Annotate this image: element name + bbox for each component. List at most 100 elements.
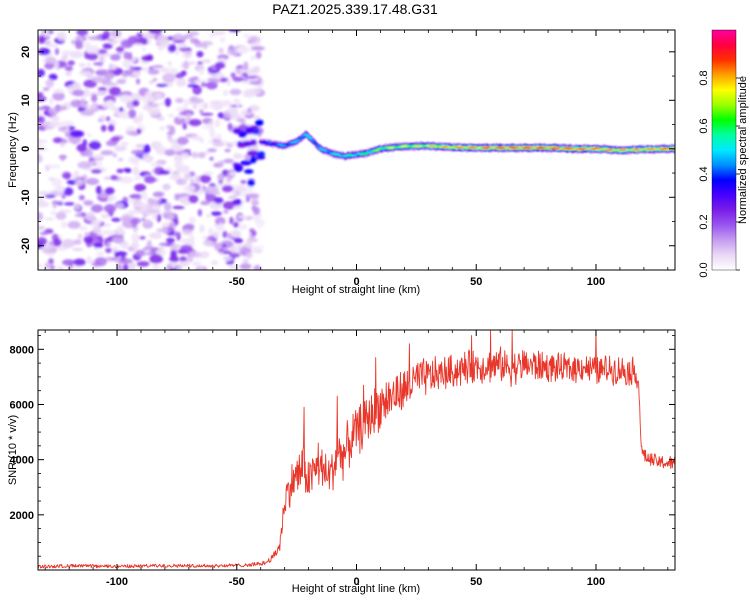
spectrogram-noise-blob — [251, 199, 259, 206]
spectrogram-noise-blob — [110, 136, 121, 142]
spectrogram-noise-blob — [86, 148, 94, 158]
spectrogram-noise-blob — [232, 76, 244, 82]
spectrogram-ridge-cell — [609, 148, 613, 150]
spectrogram-noise-blob — [174, 98, 185, 103]
spectrogram-noise-blob — [106, 38, 114, 42]
spectrogram-noise-blob — [148, 80, 155, 85]
spectrogram-noise-blob — [122, 263, 129, 270]
spectrogram-ridge-cell — [436, 145, 441, 147]
colorbar-gradient — [712, 30, 736, 270]
spectrogram-noise-blob — [149, 254, 163, 264]
spectrogram-noise-blob — [249, 139, 258, 146]
spectrogram-noise-blob — [183, 99, 188, 109]
spectrogram-noise-blob — [175, 72, 185, 79]
spectrogram-noise-blob — [242, 72, 248, 77]
spectrogram-noise-blob — [78, 225, 88, 231]
spectrogram-noise-blob — [246, 252, 253, 259]
spectrogram-noise-blob — [246, 146, 259, 152]
spectrogram-ridge-cell — [332, 152, 337, 155]
spectrogram-noise-blob — [73, 258, 86, 266]
spectrogram-noise-blob — [210, 211, 222, 217]
spectrogram-noise-blob — [106, 100, 115, 108]
spectrogram-noise-blob — [152, 191, 164, 197]
spectrogram-noise-blob — [172, 40, 185, 44]
spectrogram-noise-blob — [156, 228, 169, 233]
spectrogram-noise-blob — [162, 73, 176, 83]
spectrogram-noise-blob — [76, 30, 89, 36]
spectrogram-noise-blob — [232, 230, 240, 238]
spectrogram-noise-blob — [240, 160, 252, 166]
spectrogram-noise-blob — [214, 197, 224, 204]
spectrogram-noise-blob — [48, 107, 59, 116]
spectrogram-noise-blob — [121, 243, 129, 250]
spectrogram-noise-blob — [55, 185, 65, 192]
spectrogram-noise-blob — [63, 202, 75, 206]
spectrogram-noise-blob — [118, 107, 124, 112]
spectrogram-noise-blob — [132, 99, 140, 107]
snr-y-tick-label: 6000 — [10, 399, 34, 411]
spectrogram-noise-blob — [69, 130, 84, 138]
spectrogram-noise-blob — [64, 124, 70, 133]
spectrogram-noise-blob — [116, 225, 124, 235]
spectrogram-noise-blob — [169, 126, 176, 136]
spectrogram-noise-blob — [106, 242, 112, 248]
spectrogram-noise-blob — [198, 267, 204, 270]
spectrogram-ridge-cell — [367, 152, 372, 154]
spectrogram-noise-blob — [197, 104, 210, 108]
spectrogram-noise-blob — [207, 227, 214, 237]
spectrogram-noise-blob — [51, 210, 57, 216]
spectrogram-noise-blob — [201, 125, 214, 129]
spectrogram-noise-blob — [76, 143, 87, 152]
spectrogram-noise-blob — [71, 39, 76, 45]
spectrogram-noise-blob — [135, 78, 141, 85]
spectrogram-noise-blob — [209, 156, 214, 161]
spectrogram-noise-blob — [38, 116, 46, 124]
spectrogram-noise-blob — [255, 155, 266, 160]
snr-x-tick-label: 0 — [353, 576, 359, 588]
spectrogram-ridge-cell — [305, 135, 310, 137]
spectrogram-noise-blob — [200, 112, 214, 116]
spectrogram-noise-blob — [138, 112, 144, 122]
spectrogram-noise-blob — [127, 52, 133, 61]
spectrogram-noise-blob — [108, 64, 117, 71]
spectrogram-noise-blob — [110, 107, 120, 111]
spectrogram-noise-blob — [139, 96, 146, 101]
spectrogram-noise-blob — [119, 94, 131, 103]
spectrogram-noise-blob — [51, 178, 62, 187]
spectrogram-noise-blob — [104, 256, 115, 262]
spectrogram-ridge-cell — [307, 137, 312, 139]
spectrogram-noise-blob — [219, 77, 228, 83]
spectrogram-noise-blob — [112, 152, 118, 158]
spectrogram-noise-blob — [107, 197, 114, 202]
spectrogram-noise-blob — [148, 30, 163, 35]
spectrogram-noise-blob — [86, 75, 95, 79]
spectrogram-noise-blob — [67, 220, 81, 229]
spectrogram-noise-blob — [157, 45, 165, 51]
spectrogram-noise-blob — [130, 209, 138, 214]
spectrogram-noise-blob — [214, 118, 221, 128]
spectrogram-noise-blob — [177, 136, 189, 145]
spectrogram-noise-blob — [85, 211, 96, 221]
spectrogram-noise-blob — [132, 166, 140, 176]
spectrogram-noise-blob — [129, 93, 142, 102]
spectrogram-noise-blob — [110, 54, 121, 61]
spectrogram-noise-blob — [244, 153, 250, 162]
spectrogram-noise-blob — [148, 232, 162, 239]
spectrogram-noise-blob — [199, 174, 211, 184]
spectrogram-noise-blob — [38, 111, 42, 117]
spectrogram-noise-blob — [217, 173, 225, 182]
spectrogram-noise-blob — [236, 46, 249, 55]
spectrogram-noise-blob — [201, 235, 209, 240]
spectrogram-noise-blob — [38, 69, 45, 77]
spectrogram-noise-blob — [247, 150, 259, 157]
spectrogram-noise-blob — [222, 255, 233, 262]
snr-x-tick-label: 100 — [587, 576, 605, 588]
spectrogram-noise-blob — [175, 50, 180, 55]
spectrogram-noise-blob — [38, 36, 46, 44]
spectrogram-noise-blob — [55, 211, 67, 220]
snr-y-tick-label: 4000 — [10, 455, 34, 467]
spectrogram-noise-blob — [142, 153, 150, 162]
spectrogram-noise-blob — [107, 124, 115, 132]
snr-x-tick-label: -100 — [106, 576, 128, 588]
spectrogram-noise-blob — [102, 43, 113, 49]
